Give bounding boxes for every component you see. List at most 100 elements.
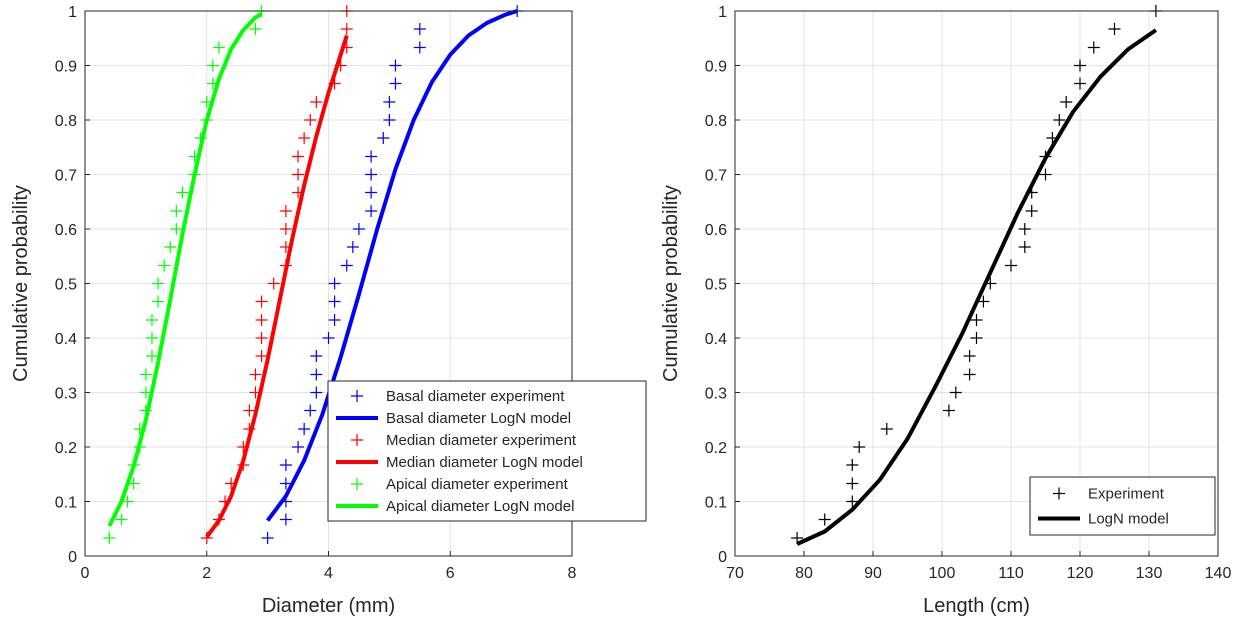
- y-tick-label: 0.9: [705, 59, 727, 76]
- data-point-marker: [1018, 240, 1031, 253]
- data-point-marker: [413, 41, 426, 54]
- y-tick-label: 0.7: [55, 168, 77, 185]
- y-axis-label: Cumulative probability: [660, 185, 682, 382]
- x-tick-label: 90: [864, 565, 882, 582]
- legend-marker-swatch: [351, 478, 363, 490]
- series-line: [205, 34, 349, 539]
- x-axis-label: Diameter (mm): [262, 595, 395, 617]
- data-point-marker: [255, 295, 268, 308]
- x-tick-label: 70: [726, 565, 744, 582]
- data-point-marker: [261, 532, 274, 545]
- data-point-marker: [249, 22, 262, 35]
- data-point-marker: [243, 404, 256, 417]
- data-point-marker: [880, 423, 893, 436]
- data-point-marker: [310, 349, 323, 362]
- y-tick-label: 0.4: [55, 331, 77, 348]
- data-point-marker: [255, 332, 268, 344]
- legend-marker-swatch: [1053, 487, 1065, 500]
- data-point-marker: [352, 223, 365, 235]
- series-markers: [261, 5, 524, 545]
- legend-entry-label: Apical diameter LogN model: [386, 498, 574, 515]
- data-point-marker: [145, 349, 158, 362]
- legend-entry-label: LogN model: [1088, 511, 1169, 528]
- data-point-marker: [340, 22, 353, 35]
- x-tick-label: 120: [1067, 565, 1094, 582]
- y-tick-label: 0.3: [55, 386, 77, 403]
- data-point-marker: [322, 332, 335, 344]
- y-tick-label: 0.1: [705, 495, 727, 512]
- data-point-marker: [977, 295, 990, 308]
- data-point-marker: [1053, 114, 1066, 126]
- x-tick-label: 100: [929, 565, 956, 582]
- legend-marker-swatch: [351, 390, 363, 402]
- data-point-marker: [1025, 205, 1038, 218]
- data-point-marker: [346, 240, 359, 253]
- y-tick-label: 1: [718, 4, 727, 21]
- legend-entry-label: Basal diameter LogN model: [386, 410, 571, 427]
- y-tick-label: 0.6: [705, 222, 727, 239]
- y-tick-label: 0.4: [705, 331, 727, 348]
- x-axis-label: Length (cm): [923, 595, 1030, 617]
- data-point-marker: [1005, 259, 1017, 272]
- data-point-marker: [846, 477, 859, 490]
- y-tick-label: 0: [718, 549, 727, 566]
- x-tick-label: 110: [998, 565, 1024, 582]
- data-point-marker: [1018, 223, 1031, 235]
- x-tick-label: 4: [324, 565, 333, 582]
- legend-entry-label: Experiment: [1088, 486, 1165, 503]
- series-markers: [791, 5, 1162, 545]
- axes-box: [84, 10, 573, 557]
- y-tick-label: 0.8: [705, 113, 727, 130]
- y-tick-label: 0.8: [55, 113, 77, 130]
- y-tick-label: 1: [68, 4, 77, 21]
- data-point-marker: [963, 368, 976, 381]
- y-tick-label: 0.9: [55, 59, 77, 76]
- data-point-marker: [1087, 41, 1100, 54]
- data-point-marker: [365, 168, 378, 181]
- data-point-marker: [970, 314, 983, 327]
- y-tick-label: 0.5: [705, 277, 727, 294]
- data-point-marker: [413, 22, 426, 35]
- legend-entry-label: Median diameter experiment: [386, 432, 577, 449]
- y-tick-label: 0: [68, 549, 77, 566]
- data-point-marker: [152, 295, 165, 308]
- legend-entry-label: Median diameter LogN model: [386, 454, 583, 471]
- data-point-marker: [846, 495, 859, 508]
- data-point-marker: [279, 223, 292, 235]
- data-point-marker: [1039, 168, 1052, 181]
- x-tick-label: 140: [1205, 565, 1232, 582]
- y-tick-label: 0.6: [55, 222, 77, 239]
- data-point-marker: [1074, 77, 1086, 90]
- data-point-marker: [949, 386, 962, 399]
- data-point-marker: [365, 150, 378, 163]
- data-point-marker: [158, 259, 171, 272]
- x-tick-label: 80: [795, 565, 813, 582]
- data-point-marker: [389, 59, 402, 72]
- data-point-marker: [304, 404, 317, 417]
- data-point-marker: [292, 168, 305, 181]
- series-line: [107, 12, 263, 527]
- diameter-cdf-plot: 0 2 4 6 8 0 0.1 0.2 0.3 0.4 0.5 0.6 0.7 0.8 0.9 1 Diamet…: [10, 4, 647, 617]
- data-point-marker: [279, 513, 292, 526]
- data-point-marker: [310, 96, 323, 109]
- data-point-marker: [292, 150, 305, 163]
- y-tick-label: 0.3: [705, 386, 727, 403]
- data-point-marker: [279, 477, 292, 490]
- legend-entry-label: Basal diameter experiment: [386, 388, 565, 405]
- data-point-marker: [942, 404, 955, 417]
- data-point-marker: [328, 314, 341, 327]
- y-tick-label: 0.2: [705, 440, 727, 457]
- axes-box: [734, 10, 1219, 557]
- data-point-marker: [176, 186, 189, 199]
- x-tick-label: 2: [202, 565, 211, 582]
- data-point-marker: [310, 368, 323, 381]
- y-tick-label: 0.1: [55, 495, 77, 512]
- legend-marker-swatch: [351, 434, 363, 446]
- data-point-marker: [340, 259, 353, 272]
- y-tick-label: 0.7: [705, 168, 727, 185]
- series-line: [796, 28, 1158, 546]
- data-point-marker: [152, 277, 165, 290]
- length-cdf-plot: 70 80 90 100 110 120 130 140 0 0.1 0.2 0.3 0.4 0.5 0.6…: [660, 4, 1231, 617]
- series-line: [265, 9, 518, 522]
